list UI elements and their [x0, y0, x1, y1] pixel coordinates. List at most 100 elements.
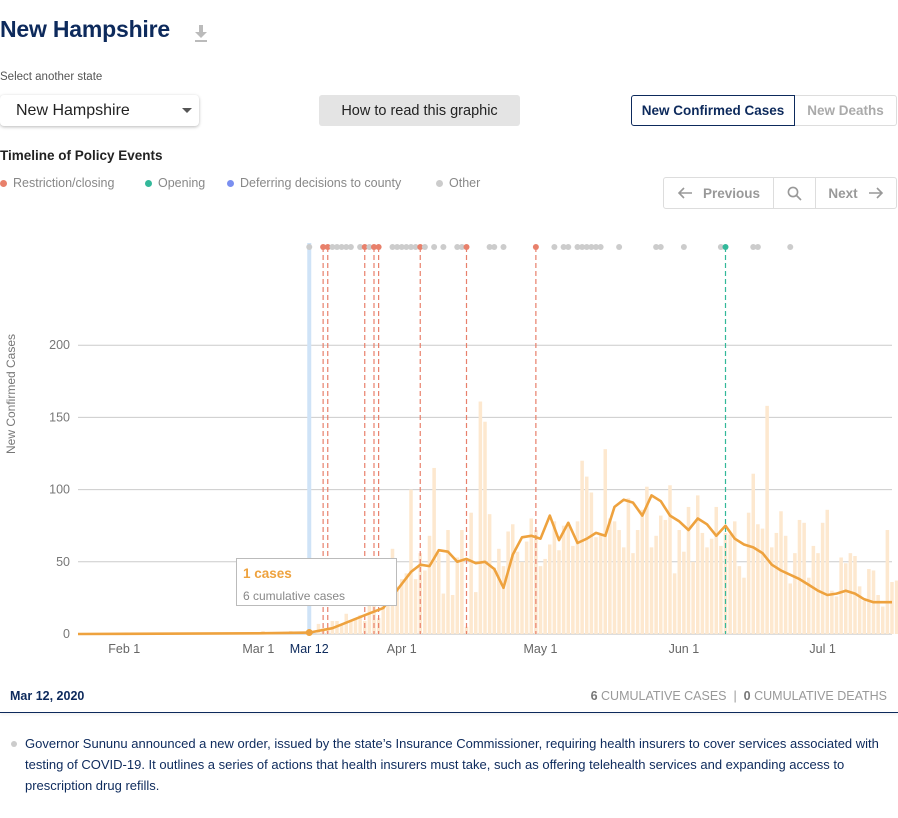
seven-day-average-line: [77, 494, 892, 636]
metric-toggle: New Confirmed Cases New Deaths: [631, 95, 897, 126]
policy-event-dot: [722, 244, 729, 250]
daily-bar: [728, 534, 732, 634]
policy-event-dot: [560, 244, 567, 250]
daily-bar: [608, 518, 612, 634]
policy-event-dot: [653, 244, 660, 250]
daily-bar: [682, 551, 686, 634]
daily-bar: [552, 521, 557, 634]
policy-event-dot: [593, 244, 599, 250]
event-description: Governor Sununu announced a new order, i…: [0, 713, 898, 818]
daily-bar: [358, 615, 362, 634]
chart-tooltip: 1 cases 6 cumulative cases: [236, 558, 397, 606]
policy-event-dot: [357, 244, 364, 250]
policy-event-dot: [717, 244, 724, 250]
selected-date-bar: Mar 12, 2020 6 CUMULATIVE CASES | 0 CUMU…: [0, 682, 898, 713]
daily-bar: [756, 524, 760, 634]
daily-bar: [432, 467, 436, 634]
daily-bar: [788, 583, 793, 634]
policy-event-dot: [754, 244, 761, 250]
daily-bar: [765, 405, 769, 634]
bullet-icon: [11, 741, 17, 747]
daily-bar: [538, 566, 543, 634]
daily-bar: [705, 547, 709, 634]
deferring-dot-icon: [227, 179, 234, 187]
daily-bar: [510, 524, 515, 634]
toggle-new-cases[interactable]: New Confirmed Cases: [631, 95, 795, 126]
daily-bar: [455, 557, 460, 634]
daily-bar: [714, 506, 719, 634]
policy-event-dot: [412, 244, 419, 250]
daily-bar: [663, 519, 668, 634]
daily-bar: [543, 558, 547, 634]
daily-bar: [839, 557, 843, 634]
daily-bar: [732, 521, 737, 634]
x-tick-label: Mar 12: [290, 642, 329, 656]
daily-bar: [492, 567, 497, 634]
totals-separator: |: [733, 689, 737, 703]
daily-bar: [746, 512, 751, 634]
daily-bar: [793, 553, 797, 634]
daily-bar: [862, 600, 867, 634]
daily-bar: [635, 530, 640, 634]
legend-label: Deferring decisions to county: [240, 176, 402, 190]
daily-bar: [409, 489, 413, 634]
daily-bar: [769, 547, 774, 634]
legend-restriction: Restriction/closing: [0, 176, 114, 190]
y-tick-label: 0: [63, 627, 70, 641]
toggle-new-deaths[interactable]: New Deaths: [795, 95, 897, 126]
cases-chart[interactable]: 0 50 100 150 200 Feb 1 Mar 1 Mar 12 Apr 1 May 1 J…: [0, 230, 898, 670]
policy-event-dot: [750, 244, 757, 250]
legend-label: Restriction/closing: [13, 176, 115, 190]
how-to-read-button[interactable]: How to read this graphic: [319, 95, 520, 126]
daily-bar: [603, 449, 608, 634]
selected-date-marker: [307, 243, 312, 634]
policy-event-dot: [324, 244, 331, 250]
daily-bar: [557, 550, 561, 634]
daily-bar: [575, 521, 580, 634]
daily-bar: [672, 573, 677, 634]
next-button[interactable]: Next: [815, 178, 897, 208]
daily-bar: [515, 551, 520, 634]
daily-bar: [580, 460, 584, 634]
policy-event-dot: [454, 244, 461, 250]
policy-event-dot: [403, 244, 410, 250]
daily-bar: [529, 518, 534, 634]
daily-bar: [649, 547, 654, 634]
policy-event-dot: [532, 244, 539, 250]
state-select[interactable]: New Hampshire: [0, 95, 199, 126]
daily-bar: [876, 595, 880, 634]
policy-event-dot: [787, 244, 794, 250]
download-icon[interactable]: [192, 22, 210, 44]
daily-bar: [779, 511, 783, 634]
legend-deferring: Deferring decisions to county: [227, 176, 401, 190]
policy-event-dot: [597, 244, 604, 250]
previous-button[interactable]: Previous: [664, 178, 774, 208]
daily-bar: [695, 495, 700, 634]
daily-bar: [450, 595, 455, 634]
daily-bar: [658, 515, 663, 634]
event-text: Governor Sununu announced a new order, i…: [25, 736, 879, 793]
daily-bar: [464, 626, 469, 634]
daily-bar: [473, 592, 478, 634]
daily-bar: [469, 512, 473, 634]
daily-bar: [520, 561, 524, 634]
search-button[interactable]: [773, 178, 816, 208]
timeline-title: Timeline of Policy Events: [0, 148, 163, 163]
policy-event-dot: [588, 244, 595, 250]
policy-event-dot: [551, 244, 558, 250]
cumulative-deaths-label: CUMULATIVE DEATHS: [754, 689, 887, 703]
daily-bar: [885, 530, 890, 634]
daily-bar: [441, 593, 446, 634]
daily-bar: [686, 506, 691, 634]
daily-bar: [834, 596, 839, 634]
daily-bar: [830, 590, 834, 634]
policy-event-dot: [491, 244, 498, 250]
daily-bar: [381, 603, 386, 634]
daily-bar: [880, 606, 885, 634]
daily-bar: [349, 621, 353, 634]
daily-bar: [446, 530, 450, 634]
daily-bar: [626, 498, 631, 634]
cumulative-deaths-count: 0: [743, 689, 751, 703]
y-tick-label: 150: [49, 410, 70, 424]
daily-bar: [353, 618, 358, 634]
